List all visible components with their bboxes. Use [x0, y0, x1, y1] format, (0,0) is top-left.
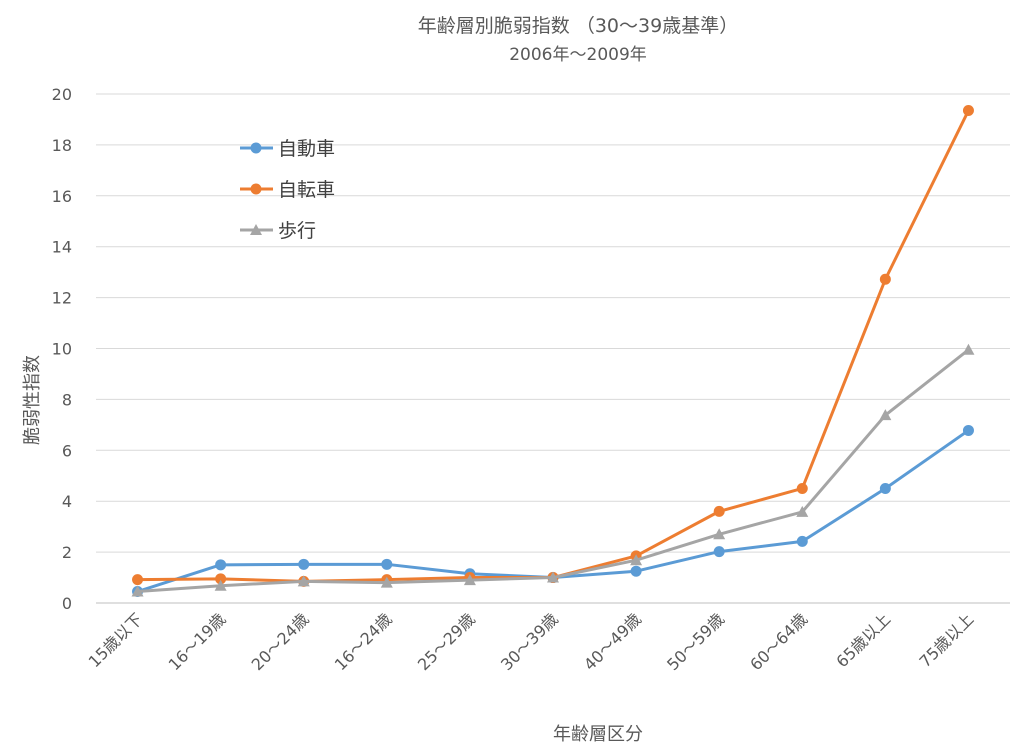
y-axis-ticks: 0 2 4 6 8 10 12 14 16 18 20	[52, 85, 72, 613]
y-tick-label: 20	[52, 85, 72, 104]
legend-item: 自動車	[240, 138, 335, 160]
y-tick-label: 14	[52, 238, 72, 257]
gridlines	[96, 93, 1010, 604]
x-tick-label: 15歳以下	[85, 609, 147, 671]
legend-item: 歩行	[240, 220, 316, 242]
x-tick-label: 65歳以上	[832, 609, 894, 671]
data-point	[214, 579, 227, 591]
data-point	[630, 554, 643, 566]
data-point	[879, 409, 892, 421]
data-point	[380, 576, 393, 588]
data-point	[381, 558, 393, 570]
data-point	[713, 528, 726, 540]
data-point	[796, 482, 808, 494]
series-group	[131, 105, 975, 598]
data-point	[630, 565, 642, 577]
y-tick-label: 2	[62, 543, 72, 562]
data-point	[879, 273, 891, 285]
data-point	[547, 571, 559, 583]
data-point	[796, 535, 808, 547]
y-axis-title: 脆弱性指数	[22, 355, 43, 445]
y-tick-label: 10	[52, 340, 72, 359]
y-tick-label: 18	[52, 136, 72, 155]
legend-label: 自動車	[278, 138, 335, 160]
y-tick-label: 16	[52, 187, 72, 206]
data-point	[215, 573, 227, 585]
data-point	[298, 558, 310, 570]
data-point	[297, 575, 310, 587]
y-tick-label: 6	[62, 441, 72, 460]
data-point	[713, 505, 725, 517]
legend-marker	[250, 142, 262, 154]
data-point	[132, 574, 144, 586]
legend-marker	[250, 183, 262, 195]
data-point	[962, 424, 974, 436]
series-3	[131, 343, 975, 597]
x-tick-label: 50～59歳	[663, 609, 728, 674]
x-tick-label: 75歳以上	[915, 609, 977, 671]
series-line	[137, 429, 970, 593]
y-tick-label: 4	[62, 492, 72, 511]
legend-item: 自転車	[240, 179, 335, 201]
legend-label: 自転車	[278, 179, 335, 201]
x-tick-label: 30～39歳	[497, 609, 562, 674]
y-tick-label: 12	[52, 289, 72, 308]
data-point	[796, 505, 809, 517]
x-tick-label: 25～29歳	[414, 609, 479, 674]
legend-label: 歩行	[278, 220, 316, 242]
series-line	[137, 109, 970, 583]
data-point	[962, 343, 975, 355]
x-tick-label: 20～24歳	[248, 609, 313, 674]
x-axis-title: 年齢層区分	[553, 724, 643, 745]
x-tick-label: 40～49歳	[580, 609, 645, 674]
x-tick-label: 60～64歳	[746, 609, 811, 674]
y-tick-label: 8	[62, 390, 72, 409]
x-tick-label: 16～24歳	[331, 609, 396, 674]
legend-marker	[250, 224, 262, 235]
x-tick-label: 16～19歳	[165, 609, 230, 674]
data-point	[962, 105, 974, 117]
data-point	[131, 585, 144, 597]
series-2	[132, 105, 974, 587]
data-point	[879, 482, 891, 494]
data-point	[713, 546, 725, 558]
chart-subtitle: 2006年～2009年	[509, 45, 647, 65]
data-point	[463, 574, 476, 586]
chart-title: 年齢層別脆弱指数 （30～39歳基準）	[418, 15, 738, 37]
x-axis-ticks: 15歳以下 16～19歳 20～24歳 16～24歳 25～29歳 30～39歳 40～49…	[85, 609, 978, 674]
data-point	[215, 559, 227, 571]
y-tick-label: 0	[62, 594, 72, 613]
